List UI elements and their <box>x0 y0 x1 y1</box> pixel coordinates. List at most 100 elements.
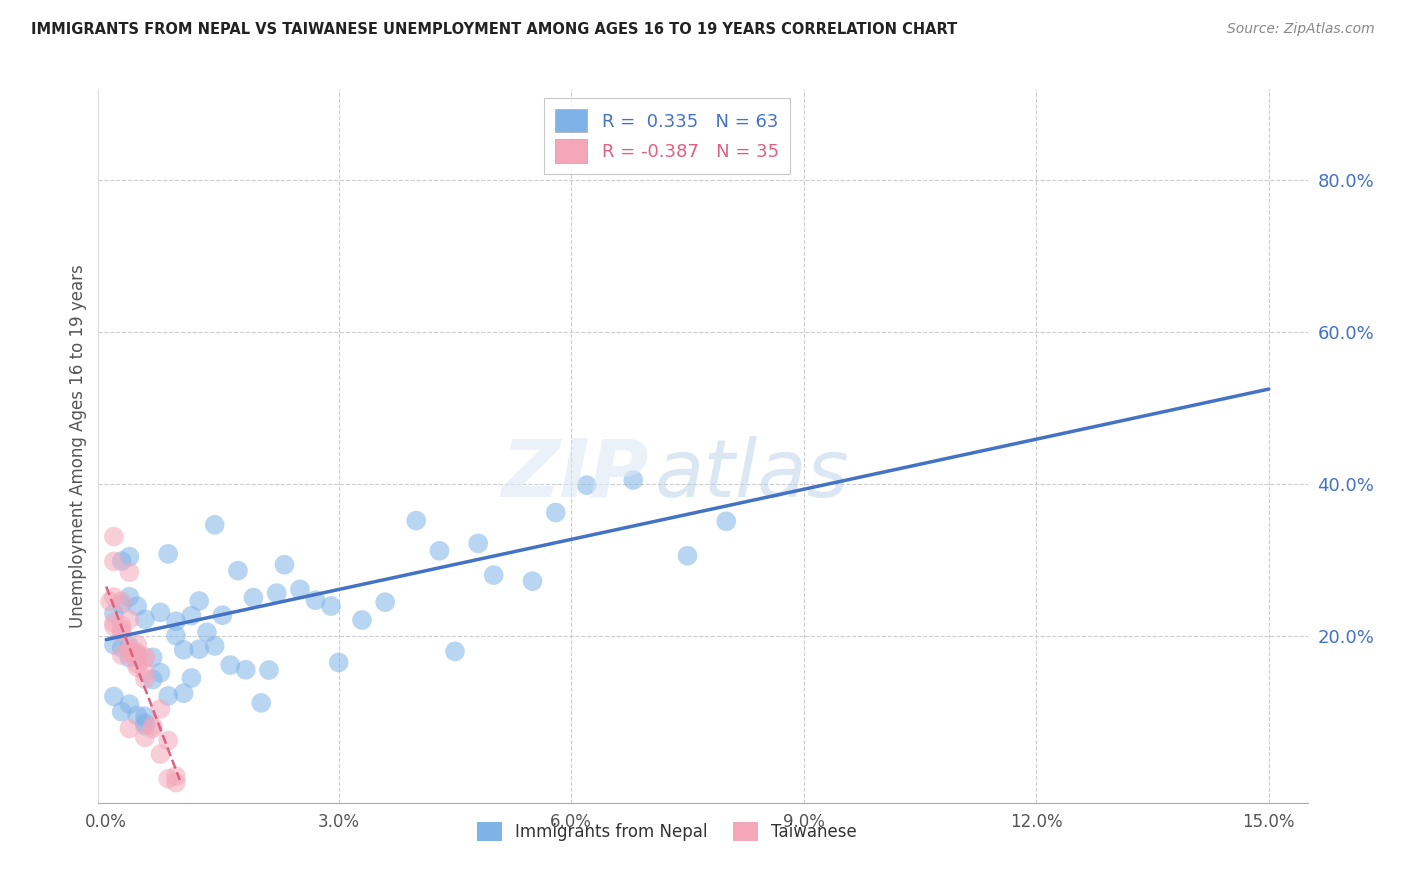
Point <box>374 595 396 609</box>
Point <box>118 722 141 736</box>
Point <box>118 639 141 653</box>
Point <box>226 564 249 578</box>
Point <box>188 642 211 657</box>
Point <box>482 568 505 582</box>
Point <box>319 599 342 613</box>
Point <box>118 697 141 711</box>
Point <box>257 663 280 677</box>
Point <box>173 642 195 657</box>
Point <box>288 582 311 597</box>
Point <box>103 638 125 652</box>
Point <box>165 769 187 783</box>
Point <box>111 705 134 719</box>
Point <box>127 657 149 671</box>
Point <box>142 719 165 733</box>
Point <box>266 586 288 600</box>
Point <box>544 506 567 520</box>
Point <box>180 608 202 623</box>
Point <box>142 650 165 665</box>
Point <box>250 696 273 710</box>
Point <box>149 747 172 761</box>
Point <box>149 606 172 620</box>
Point <box>195 625 218 640</box>
Point <box>98 594 121 608</box>
Point <box>134 672 156 686</box>
Point <box>127 708 149 723</box>
Point <box>118 565 141 579</box>
Point <box>173 686 195 700</box>
Point <box>134 649 156 664</box>
Point <box>204 639 226 653</box>
Point <box>149 665 172 680</box>
Point <box>127 648 149 663</box>
Point <box>103 615 125 630</box>
Point <box>103 690 125 704</box>
Point <box>157 772 180 786</box>
Point <box>111 640 134 655</box>
Point <box>142 673 165 687</box>
Text: Source: ZipAtlas.com: Source: ZipAtlas.com <box>1227 22 1375 37</box>
Point <box>188 594 211 608</box>
Point <box>429 544 451 558</box>
Point <box>127 648 149 662</box>
Point <box>180 671 202 685</box>
Point <box>142 722 165 736</box>
Point <box>118 644 141 658</box>
Point <box>522 574 544 588</box>
Point <box>111 648 134 662</box>
Point <box>127 638 149 652</box>
Point <box>111 594 134 608</box>
Point <box>328 656 350 670</box>
Point <box>273 558 295 572</box>
Point <box>118 642 141 657</box>
Point <box>111 554 134 568</box>
Point <box>575 478 598 492</box>
Point <box>157 689 180 703</box>
Point <box>204 517 226 532</box>
Point <box>103 619 125 633</box>
Text: ZIP: ZIP <box>501 435 648 514</box>
Point <box>134 612 156 626</box>
Point <box>127 660 149 674</box>
Point <box>103 607 125 621</box>
Point <box>134 731 156 745</box>
Point <box>111 618 134 632</box>
Point <box>350 613 373 627</box>
Point <box>103 530 125 544</box>
Point <box>103 590 125 604</box>
Point <box>118 590 141 604</box>
Point <box>127 599 149 614</box>
Point <box>111 597 134 611</box>
Text: atlas: atlas <box>655 435 849 514</box>
Point <box>134 719 156 733</box>
Point <box>103 554 125 568</box>
Point <box>676 549 699 563</box>
Point <box>219 658 242 673</box>
Point <box>111 625 134 640</box>
Legend: Immigrants from Nepal, Taiwanese: Immigrants from Nepal, Taiwanese <box>470 815 863 848</box>
Point <box>165 614 187 628</box>
Point <box>165 629 187 643</box>
Point <box>444 644 467 658</box>
Point <box>118 612 141 626</box>
Point <box>157 547 180 561</box>
Point <box>242 591 264 605</box>
Point <box>134 651 156 665</box>
Point <box>405 514 427 528</box>
Point <box>134 716 156 731</box>
Point <box>149 702 172 716</box>
Point <box>118 646 141 660</box>
Point <box>467 536 489 550</box>
Point <box>235 663 257 677</box>
Point <box>716 514 738 528</box>
Point <box>157 733 180 747</box>
Point <box>127 648 149 663</box>
Point <box>621 473 644 487</box>
Text: IMMIGRANTS FROM NEPAL VS TAIWANESE UNEMPLOYMENT AMONG AGES 16 TO 19 YEARS CORREL: IMMIGRANTS FROM NEPAL VS TAIWANESE UNEMP… <box>31 22 957 37</box>
Point <box>165 775 187 789</box>
Point <box>134 665 156 679</box>
Y-axis label: Unemployment Among Ages 16 to 19 years: Unemployment Among Ages 16 to 19 years <box>69 264 87 628</box>
Point <box>134 709 156 723</box>
Point <box>211 608 233 623</box>
Point <box>127 645 149 659</box>
